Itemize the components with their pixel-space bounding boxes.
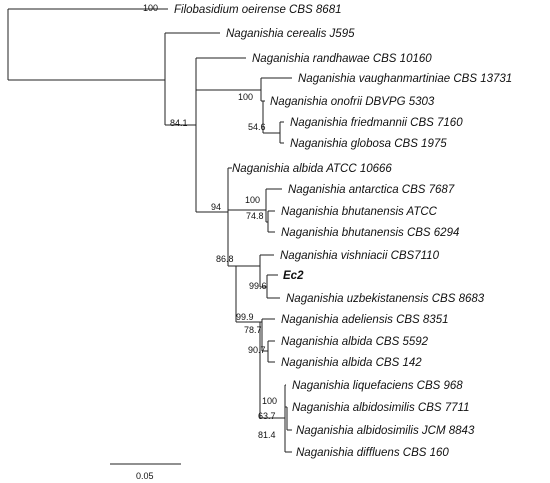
taxon-label-randhawae: Naganishia randhawae CBS 10160 [252, 53, 432, 65]
taxon-label-uzbekistanensis: Naganishia uzbekistanensis CBS 8683 [286, 293, 485, 305]
taxon-label-bhutanensis_atcc: Naganishia bhutanensis ATCC [281, 206, 438, 218]
support-value-s_814: 81.4 [258, 430, 276, 440]
support-value-s_787: 78.7 [244, 325, 262, 335]
taxon-labels: Filobasidium oeirense CBS 8681 Naganishia… [174, 4, 512, 459]
support-value-s_onofrii: 100 [238, 92, 253, 102]
scale-bar: 0.05 [110, 463, 181, 481]
support-value-s_bhutan: 74.8 [246, 211, 264, 221]
taxon-label-onofrii: Naganishia onofrii DBVPG 5303 [270, 96, 435, 108]
support-value-s_ingroup: 84.1 [170, 118, 188, 128]
support-value-s_friedglob: 54.6 [248, 122, 266, 132]
taxon-label-antarctica: Naganishia antarctica CBS 7687 [288, 184, 455, 196]
support-value-s_907: 90.7 [248, 345, 266, 355]
support-value-s_ec2: 99.6 [249, 281, 267, 291]
taxon-label-filobasidium: Filobasidium oeirense CBS 8681 [174, 4, 341, 16]
support-value-s_filo: 100 [143, 3, 158, 13]
taxon-label-albidosimilis_jcm: Naganishia albidosimilis JCM 8843 [296, 425, 475, 437]
support-value-s_94: 94 [211, 202, 221, 212]
taxon-label-bhutanensis_cbs: Naganishia bhutanensis CBS 6294 [281, 227, 459, 239]
support-value-s_86: 86.8 [216, 254, 234, 264]
support-value-s_liq: 100 [262, 396, 277, 406]
scale-bar-label: 0.05 [136, 471, 154, 481]
support-value-s_antarctica: 100 [245, 195, 260, 205]
taxon-label-albida_atcc: Naganishia albida ATCC 10666 [232, 163, 392, 175]
taxon-label-adeliensis: Naganishia adeliensis CBS 8351 [281, 314, 449, 326]
taxon-label-albida_142: Naganishia albida CBS 142 [281, 357, 422, 369]
taxon-label-vishniacii: Naganishia vishniacii CBS7110 [280, 250, 440, 262]
support-value-s_637: 63.7 [258, 411, 276, 421]
taxon-label-liquefaciens: Naganishia liquefaciens CBS 968 [292, 380, 463, 392]
taxon-label-friedmannii: Naganishia friedmannii CBS 7160 [290, 117, 463, 129]
tree-branches [7, 8, 292, 453]
taxon-label-ec2: Ec2 [283, 270, 304, 282]
taxon-label-cerealis: Naganishia cerealis J595 [226, 28, 355, 40]
taxon-label-albida_5592: Naganishia albida CBS 5592 [281, 336, 429, 348]
taxon-label-diffluens: Naganishia diffluens CBS 160 [296, 447, 449, 459]
taxon-label-albidosimilis_cbs: Naganishia albidosimilis CBS 7711 [292, 402, 470, 414]
taxon-label-vaughanmartiniae: Naganishia vaughanmartiniae CBS 13731 [298, 73, 512, 85]
support-value-s_999: 99.9 [236, 312, 254, 322]
support-values: 100 84.1 100 54.6 94 100 74.8 86.8 99.9 99.6 78.7 9… [143, 3, 277, 440]
taxon-label-globosa: Naganishia globosa CBS 1975 [290, 138, 447, 150]
